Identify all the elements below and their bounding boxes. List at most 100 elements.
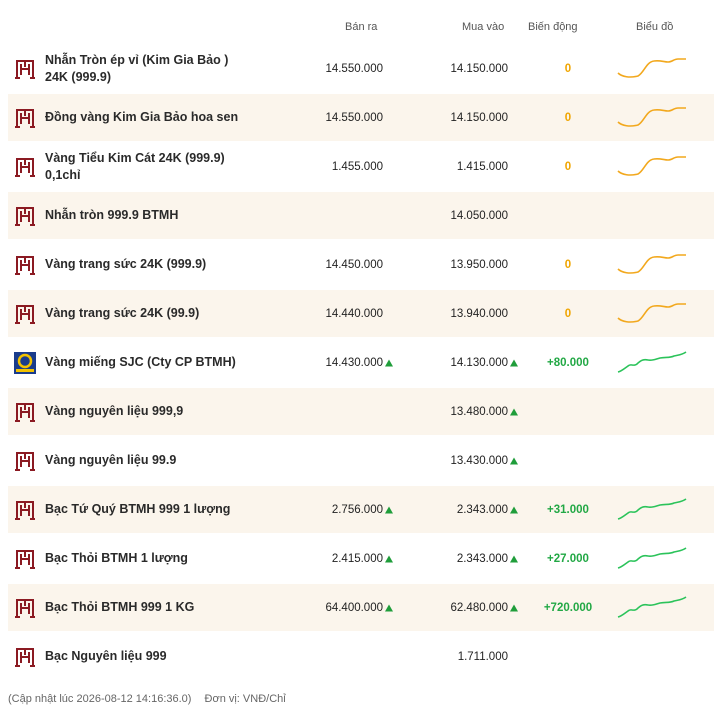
logo — [15, 647, 35, 667]
logo — [15, 402, 35, 422]
sparkline-path — [617, 106, 686, 127]
sparkline-path — [617, 595, 687, 618]
product-name: Vàng Tiểu Kim Cát 24K (999.9) 0,1chỉ — [45, 150, 225, 182]
price-row: Vàng miếng SJC (Cty CP BTMH) 14.430.000 14… — [8, 339, 714, 386]
sell-price: 14.550.000 — [325, 62, 383, 75]
price-change: +720.000 — [543, 601, 593, 614]
arrow-shape — [510, 457, 518, 464]
buy-price: 14.150.000 — [450, 62, 508, 75]
logo-mark — [15, 500, 35, 520]
buy-price: 1.711.000 — [457, 650, 508, 663]
sparkline-path — [617, 253, 686, 274]
sell-price: 2.415.000 — [331, 552, 383, 565]
arrow-shape — [385, 359, 393, 366]
buy-price: 14.130.000 — [450, 356, 508, 369]
arrow-shape — [385, 555, 393, 562]
col-sell: Bán ra — [345, 21, 378, 33]
up-arrow — [385, 506, 393, 513]
table-body: Nhẫn Tròn ép vỉ (Kim Gia Bảo ) 24K (999.… — [0, 45, 720, 680]
logo — [15, 598, 35, 618]
logo — [15, 451, 35, 471]
logo-mark — [15, 157, 35, 177]
price-change: +27.000 — [547, 552, 589, 565]
up-arrow — [510, 359, 518, 366]
buy-price: 2.343.000 — [456, 503, 508, 516]
buy-price: 13.480.000 — [450, 405, 508, 418]
price-row: Vàng trang sức 24K (999.9) 14.450.000 13.9… — [8, 241, 714, 288]
price-row: Nhẫn tròn 999.9 BTMH 14.050.000 — [8, 192, 714, 239]
product-name: Vàng nguyên liệu 99.9 — [45, 453, 177, 467]
table-header: Bán ra Mua vào Biến động Biểu đồ — [0, 0, 720, 45]
product-name: Nhẫn Tròn ép vỉ (Kim Gia Bảo ) 24K (999.… — [45, 52, 229, 84]
price-row: Bạc Thỏi BTMH 1 lượng 2.415.000 2.343.000 +… — [8, 535, 714, 582]
logo-ring — [17, 353, 33, 368]
sell-price: 2.756.000 — [331, 503, 383, 516]
product-name: Bạc Thỏi BTMH 1 lượng — [45, 551, 188, 565]
logo-mark — [15, 549, 35, 569]
price-row: Bạc Thỏi BTMH 999 1 KG 64.400.000 62.480.0… — [8, 584, 714, 631]
up-arrow — [510, 408, 518, 415]
up-arrow — [510, 506, 518, 513]
arrow-shape — [510, 359, 518, 366]
price-change: 0 — [564, 62, 572, 75]
sparkline — [617, 106, 686, 127]
buy-price: 62.480.000 — [450, 601, 508, 614]
arrow-shape — [385, 604, 393, 611]
logo-mark — [15, 451, 35, 471]
buy-price: 1.415.000 — [456, 160, 508, 173]
product-name: Vàng miếng SJC (Cty CP BTMH) — [45, 355, 236, 369]
col-buy: Mua vào — [462, 21, 505, 33]
sell-price: 14.450.000 — [325, 258, 383, 271]
price-row: Vàng trang sức 24K (99.9) 14.440.000 13.94… — [8, 290, 714, 337]
sell-price: 14.440.000 — [325, 307, 383, 320]
product-name: Bạc Tứ Quý BTMH 999 1 lượng — [45, 502, 231, 516]
product-name: Vàng nguyên liệu 999,9 — [45, 404, 184, 418]
buy-price: 2.343.000 — [456, 552, 508, 565]
price-row: Vàng Tiểu Kim Cát 24K (999.9) 0,1chỉ 1.45… — [8, 143, 714, 190]
arrow-shape — [510, 408, 518, 415]
price-change: 0 — [564, 160, 572, 173]
logo-band — [16, 368, 34, 372]
logo-mark — [15, 647, 35, 667]
updated: (Cập nhật lúc 2026-08-12 14:16:36.0) — [8, 693, 192, 705]
price-change: +80.000 — [547, 356, 589, 369]
logo — [15, 108, 35, 128]
product-name: Nhẫn tròn 999.9 BTMH — [45, 208, 179, 222]
sparkline-path — [617, 497, 687, 520]
up-arrow — [385, 555, 393, 562]
price-change: +31.000 — [547, 503, 589, 516]
logo-mark — [15, 402, 35, 422]
col-change: Biến động — [528, 21, 578, 33]
price-row: Vàng nguyên liệu 99.9 13.430.000 — [8, 437, 714, 484]
price-row: Nhẫn Tròn ép vỉ (Kim Gia Bảo ) 24K (999.… — [8, 45, 714, 92]
buy-price: 14.150.000 — [450, 111, 508, 124]
product-name: Bạc Thỏi BTMH 999 1 KG — [45, 600, 195, 614]
product-name: Vàng trang sức 24K (999.9) — [45, 257, 207, 271]
sell-price: 1.455.000 — [331, 160, 383, 173]
logo — [15, 206, 35, 226]
sparkline — [617, 546, 687, 569]
arrow-shape — [385, 506, 393, 513]
footer: (Cập nhật lúc 2026-08-12 14:16:36.0) Đơn… — [8, 693, 296, 705]
product-name: Vàng trang sức 24K (99.9) — [45, 306, 200, 320]
sparkline-path — [617, 155, 686, 176]
up-arrow — [510, 457, 518, 464]
sparkline — [617, 302, 686, 323]
buy-price: 13.950.000 — [450, 258, 508, 271]
sparkline — [617, 155, 686, 176]
price-row: Đồng vàng Kim Gia Bảo hoa sen 14.550.000 1… — [8, 94, 714, 141]
sparkline — [617, 595, 687, 618]
sparkline-path — [617, 57, 686, 78]
price-row: Bạc Tứ Quý BTMH 999 1 lượng 2.756.000 2.34… — [8, 486, 714, 533]
logo-mark — [15, 598, 35, 618]
logo — [15, 59, 35, 79]
arrow-shape — [510, 604, 518, 611]
product-name: Bạc Nguyên liệu 999 — [45, 649, 167, 663]
price-change: 0 — [564, 258, 572, 271]
sparkline — [617, 253, 686, 274]
sparkline-path — [617, 546, 687, 569]
sparkline-path — [617, 302, 686, 323]
sparkline-path — [617, 350, 687, 373]
price-change: 0 — [564, 111, 572, 124]
logo-mark — [15, 59, 35, 79]
